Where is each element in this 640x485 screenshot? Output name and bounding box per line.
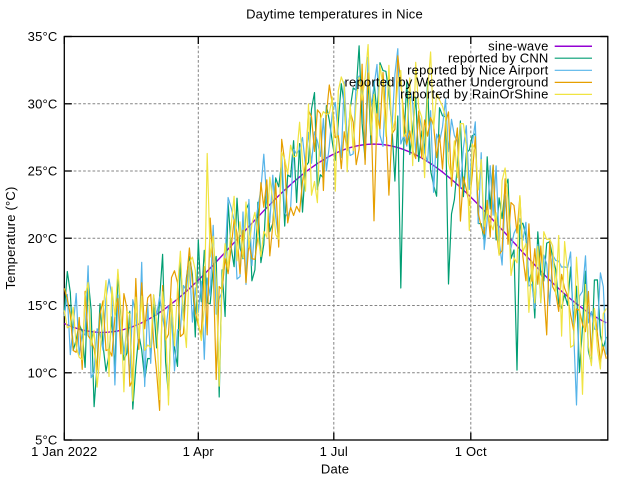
svg-text:35°C: 35°C [28,29,58,44]
svg-text:1 Jul: 1 Jul [320,444,348,459]
svg-text:reported by Nice Airport: reported by Nice Airport [407,63,549,78]
svg-text:5°C: 5°C [35,433,57,448]
svg-text:10°C: 10°C [28,365,58,380]
svg-text:1 Oct: 1 Oct [455,444,487,459]
svg-text:reported by RainOrShine: reported by RainOrShine [400,87,548,102]
svg-text:25°C: 25°C [28,164,58,179]
svg-text:reported by CNN: reported by CNN [448,51,549,66]
svg-text:Temperature (°C): Temperature (°C) [3,186,18,289]
svg-text:1 Apr: 1 Apr [183,444,215,459]
svg-text:15°C: 15°C [28,298,58,313]
svg-text:reported by Weather Undergroun: reported by Weather Underground [345,75,549,90]
svg-text:30°C: 30°C [28,96,58,111]
svg-text:Daytime temperatures in Nice: Daytime temperatures in Nice [246,7,423,22]
svg-text:1 Jan 2022: 1 Jan 2022 [31,444,97,459]
svg-text:20°C: 20°C [28,231,58,246]
svg-text:sine-wave: sine-wave [488,39,548,54]
svg-text:Date: Date [321,462,349,477]
